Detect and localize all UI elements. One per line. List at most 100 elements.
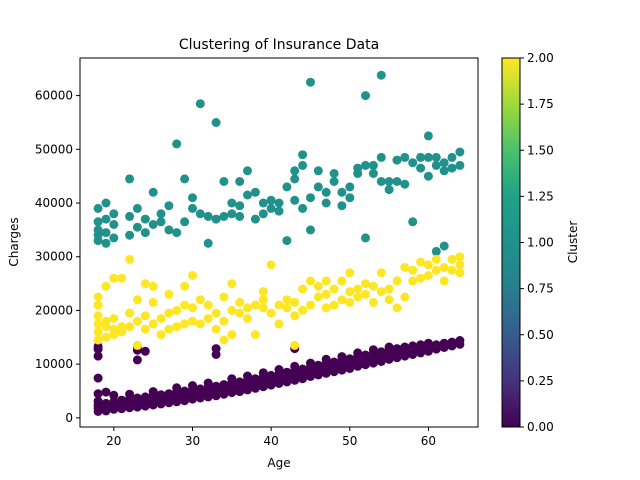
data-point (235, 177, 245, 186)
data-point (400, 292, 410, 302)
data-point (258, 209, 268, 219)
data-point (195, 295, 205, 305)
data-point (313, 292, 323, 302)
data-point (439, 158, 449, 168)
data-point (274, 319, 284, 329)
data-point (227, 198, 237, 208)
data-point (353, 292, 363, 302)
data-point (188, 316, 197, 326)
data-point (140, 324, 150, 334)
data-point (329, 284, 339, 294)
data-point (132, 340, 142, 350)
data-point (125, 322, 135, 332)
data-point (109, 397, 119, 407)
data-point (250, 214, 260, 224)
data-point (188, 203, 197, 213)
data-point (93, 300, 103, 310)
data-point (447, 337, 457, 347)
colorbar-label: Cluster (566, 221, 580, 264)
data-point (195, 209, 205, 219)
data-point (392, 276, 402, 286)
data-point (219, 316, 229, 326)
data-point (203, 238, 213, 248)
data-point (195, 319, 205, 329)
data-point (384, 284, 394, 294)
data-point (368, 297, 378, 307)
data-point (400, 263, 410, 272)
data-point (337, 276, 347, 286)
data-point (345, 268, 355, 278)
data-point (140, 279, 150, 289)
data-point (321, 276, 331, 286)
data-point (376, 347, 386, 357)
cluster-1-series (93, 70, 465, 256)
data-point (148, 297, 158, 307)
data-point (148, 387, 158, 397)
data-point (148, 187, 158, 197)
data-point (258, 198, 268, 208)
x-tick-label: 30 (185, 434, 200, 448)
data-point (423, 271, 433, 280)
data-point (211, 381, 221, 391)
colorbar-tick-label: 0.75 (527, 282, 554, 296)
data-point (353, 163, 363, 173)
plot-frame (79, 57, 479, 428)
colorbar: 0.00 0.25 0.50 0.75 1.00 1.25 1.50 1.75 2.00 Clu… (501, 51, 580, 434)
data-point (140, 214, 150, 224)
data-point (282, 182, 292, 192)
data-point (203, 314, 213, 323)
data-point (101, 398, 111, 408)
data-point (384, 295, 394, 305)
colorbar-tick-label: 0.50 (527, 328, 554, 342)
data-point (211, 308, 221, 318)
data-point (361, 289, 370, 299)
data-point (447, 152, 457, 162)
data-point (164, 201, 174, 211)
data-point (274, 206, 284, 216)
data-point (101, 238, 111, 248)
data-point (250, 300, 260, 310)
data-point (298, 305, 308, 315)
data-point (439, 166, 449, 176)
data-point (101, 387, 111, 397)
data-point (211, 344, 221, 354)
data-point (274, 300, 284, 310)
data-point (188, 303, 197, 313)
data-point (353, 284, 363, 294)
data-point (306, 276, 315, 286)
data-point (227, 374, 237, 384)
data-point (337, 201, 347, 211)
data-point (203, 378, 213, 388)
data-point (345, 287, 355, 297)
data-point (361, 91, 370, 101)
data-point (392, 303, 402, 313)
data-point (368, 281, 378, 291)
data-point (306, 193, 315, 203)
data-point (250, 330, 260, 340)
data-point (298, 284, 308, 294)
data-point (219, 335, 229, 345)
data-point (455, 147, 465, 157)
data-point (235, 308, 245, 318)
colorbar-tick-label: 1.75 (527, 97, 554, 111)
data-point (400, 152, 410, 162)
data-point (416, 340, 426, 350)
data-point (321, 303, 331, 313)
data-point (313, 360, 323, 370)
data-point (313, 182, 323, 192)
data-point (140, 311, 150, 321)
data-point (93, 351, 103, 361)
data-point (203, 300, 213, 310)
colorbar-gradient (501, 57, 521, 428)
data-point (188, 381, 197, 391)
data-point (400, 179, 410, 189)
data-point (101, 332, 111, 342)
data-point (219, 211, 229, 221)
data-point (125, 308, 135, 318)
data-point (392, 177, 402, 186)
data-point (93, 217, 103, 227)
colorbar-tick-label: 2.00 (527, 51, 554, 65)
data-point (423, 260, 433, 270)
data-point (329, 300, 339, 310)
